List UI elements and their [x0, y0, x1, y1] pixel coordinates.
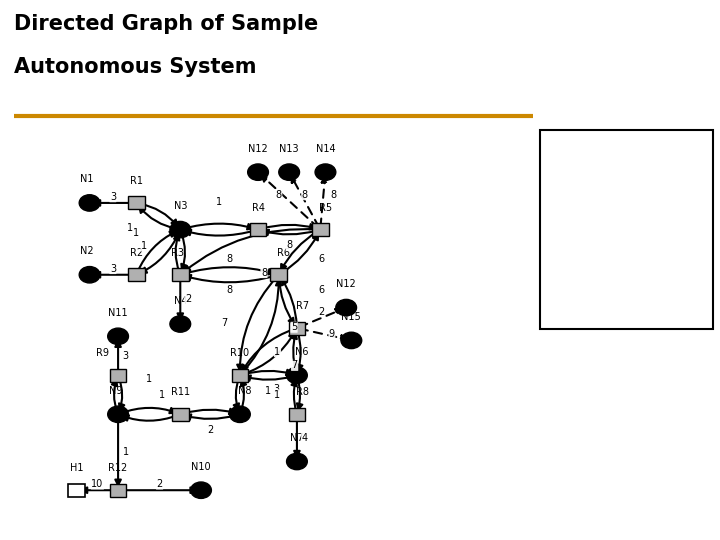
Text: 8: 8: [286, 240, 292, 250]
Text: 3: 3: [273, 383, 279, 394]
Circle shape: [108, 328, 128, 345]
Bar: [289, 408, 305, 421]
Bar: [172, 268, 189, 281]
Text: R2: R2: [130, 248, 143, 258]
Bar: [68, 484, 85, 497]
Text: N12: N12: [248, 144, 268, 154]
Text: R10: R10: [230, 348, 249, 359]
Text: 1: 1: [123, 447, 129, 457]
Text: R1: R1: [130, 176, 143, 186]
Text: 8: 8: [261, 268, 267, 278]
Text: N3: N3: [174, 201, 187, 211]
Text: 2: 2: [207, 424, 213, 435]
Circle shape: [315, 164, 336, 180]
Circle shape: [287, 367, 307, 383]
Text: 1: 1: [159, 390, 165, 400]
Text: 1: 1: [146, 374, 152, 384]
Text: Autonomous System: Autonomous System: [14, 57, 257, 77]
Bar: [109, 484, 127, 497]
Text: 1: 1: [266, 386, 271, 396]
Text: R11: R11: [171, 388, 190, 397]
Text: 7: 7: [292, 360, 298, 370]
Text: 3: 3: [123, 351, 129, 361]
Circle shape: [248, 164, 269, 180]
Text: 1: 1: [133, 228, 139, 238]
Text: 8: 8: [276, 190, 282, 200]
Circle shape: [230, 406, 251, 422]
Text: N2: N2: [80, 246, 94, 256]
Text: 10: 10: [91, 479, 104, 489]
Text: 8: 8: [330, 190, 336, 200]
Text: N6: N6: [295, 347, 309, 357]
Text: N11: N11: [108, 308, 128, 318]
Text: 1: 1: [127, 224, 132, 233]
Text: 1: 1: [274, 347, 281, 357]
Text: 6: 6: [319, 285, 325, 295]
Text: 6: 6: [318, 254, 325, 264]
Bar: [271, 268, 287, 281]
Circle shape: [79, 195, 100, 211]
Text: 2: 2: [156, 479, 163, 489]
Circle shape: [79, 267, 100, 283]
Bar: [128, 197, 145, 210]
Text: Directed Graph of Sample: Directed Graph of Sample: [14, 14, 319, 33]
Text: 9: 9: [329, 329, 335, 339]
Text: 1: 1: [274, 390, 281, 400]
Circle shape: [170, 316, 191, 332]
Text: 8: 8: [302, 190, 307, 200]
Circle shape: [341, 332, 361, 349]
Circle shape: [336, 299, 356, 316]
Text: N13: N13: [279, 144, 299, 154]
Bar: [232, 369, 248, 382]
Text: N1: N1: [80, 174, 94, 185]
Text: R4: R4: [251, 203, 264, 213]
Text: R7: R7: [295, 301, 309, 311]
Text: R6: R6: [277, 248, 290, 258]
Circle shape: [108, 406, 128, 422]
Bar: [172, 408, 189, 421]
Text: Each router
applies
Dijkstra
algorithm on
this graph to
find out
minimum
path to: Each router applies Dijkstra algorithm o…: [551, 139, 631, 300]
Text: R9: R9: [96, 348, 109, 359]
Text: 7: 7: [222, 318, 228, 328]
Text: 8: 8: [227, 285, 233, 295]
Text: N7: N7: [290, 433, 304, 443]
Text: N9: N9: [109, 386, 122, 396]
Bar: [109, 369, 127, 382]
Text: 3: 3: [110, 192, 116, 202]
Text: N4: N4: [174, 295, 187, 306]
Bar: [250, 223, 266, 236]
Text: R3: R3: [171, 248, 184, 258]
Text: N10: N10: [192, 462, 211, 472]
Text: 8: 8: [227, 254, 233, 265]
Circle shape: [170, 221, 191, 238]
Text: 3: 3: [110, 264, 116, 274]
Circle shape: [287, 453, 307, 470]
Circle shape: [279, 164, 300, 180]
Text: H1: H1: [70, 463, 84, 474]
Text: 1: 1: [216, 197, 222, 207]
Text: 2: 2: [185, 294, 192, 305]
Bar: [312, 223, 328, 236]
Text: R12: R12: [109, 463, 127, 474]
Text: 4: 4: [302, 433, 307, 443]
Text: N12: N12: [336, 279, 356, 289]
Text: N8: N8: [238, 386, 252, 396]
Text: 2: 2: [318, 307, 325, 316]
Text: N15: N15: [341, 312, 361, 322]
Text: N14: N14: [315, 144, 336, 154]
Text: R5: R5: [319, 203, 332, 213]
Text: 1: 1: [141, 241, 147, 251]
Bar: [289, 321, 305, 335]
Text: 5: 5: [291, 322, 297, 332]
Bar: [128, 268, 145, 281]
Circle shape: [191, 482, 212, 498]
Text: R8: R8: [296, 388, 309, 397]
